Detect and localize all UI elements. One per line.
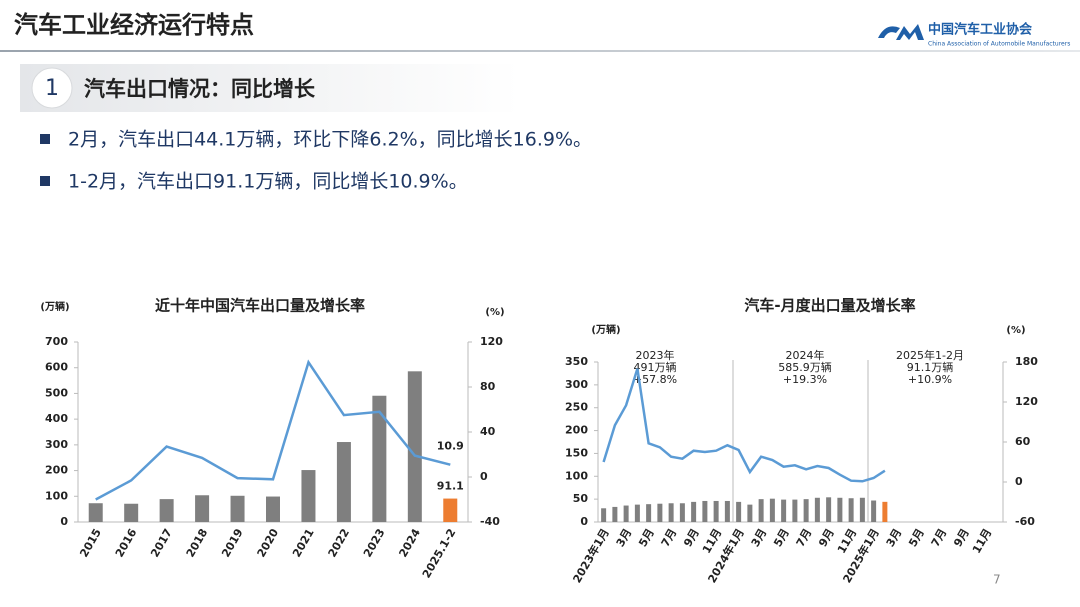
y-tick-label: 350 xyxy=(565,355,588,368)
annotation: 2024年 xyxy=(786,348,825,362)
annotation: 2023年 xyxy=(636,348,675,362)
bullet-text: 1-2月，汽车出口91.1万辆，同比增长10.9%。 xyxy=(68,171,468,193)
annotation: 91.1万辆 xyxy=(907,360,954,374)
y-tick-label: 700 xyxy=(45,335,68,348)
bar xyxy=(826,497,832,522)
annotation: 585.9万辆 xyxy=(778,360,832,374)
y-tick-label: 500 xyxy=(45,386,68,399)
bullet-text: 2月，汽车出口44.1万辆，环比下降6.2%，同比增长16.9%。 xyxy=(68,129,592,151)
section-title: 汽车出口情况：同比增长 xyxy=(84,77,316,101)
bar xyxy=(837,497,843,522)
bar xyxy=(301,470,316,522)
annotation: 2025年1-2月 xyxy=(896,348,964,362)
y-tick-label: 0 xyxy=(60,515,68,528)
bar xyxy=(646,504,652,522)
line xyxy=(602,368,886,483)
y2-tick-label: -60 xyxy=(1015,515,1035,528)
y-tick-label: 250 xyxy=(565,401,588,414)
bar xyxy=(679,503,685,522)
bar xyxy=(668,503,674,522)
y-tick-label: 0 xyxy=(580,515,588,528)
y2-tick-label: 120 xyxy=(1015,395,1038,408)
bar xyxy=(769,498,775,522)
bar xyxy=(407,371,422,522)
y2-tick-label: 80 xyxy=(480,380,496,393)
bar xyxy=(657,503,663,522)
y-tick-label: 200 xyxy=(565,424,588,437)
bar xyxy=(372,395,387,522)
logo-name: 中国汽车工业协会 xyxy=(928,22,1033,38)
y-tick-label: 300 xyxy=(45,438,68,451)
annotation: +10.9% xyxy=(908,373,952,386)
bar xyxy=(792,499,798,522)
bar xyxy=(634,504,640,522)
bar xyxy=(266,496,280,522)
bar xyxy=(88,503,103,522)
bar xyxy=(601,508,607,522)
y2-tick-label: 60 xyxy=(1015,435,1031,448)
bar xyxy=(736,501,742,522)
bar xyxy=(159,499,174,522)
bar xyxy=(443,498,458,522)
y-tick-label: 600 xyxy=(45,361,68,374)
bar xyxy=(702,500,708,522)
section-number: 1 xyxy=(45,76,59,101)
y-tick-label: 100 xyxy=(565,469,588,482)
y-tick-label: 50 xyxy=(573,492,589,505)
annotation: +57.8% xyxy=(633,373,677,386)
logo-english: China Association of Automobile Manufact… xyxy=(928,41,1070,48)
y2-tick-label: 40 xyxy=(480,425,496,438)
bar xyxy=(195,495,210,522)
y-tick-label: 200 xyxy=(45,464,68,477)
y-axis-label: (万辆) xyxy=(40,300,69,313)
y2-tick-label: 120 xyxy=(480,335,503,348)
bar xyxy=(230,495,245,522)
y-tick-label: 100 xyxy=(45,489,68,502)
logo-mark xyxy=(878,24,924,40)
y2-axis-label: (%) xyxy=(1006,325,1025,336)
bar xyxy=(814,497,820,522)
y-tick-label: 300 xyxy=(565,378,588,391)
page-number: 7 xyxy=(993,573,1001,587)
y2-tick-label: 0 xyxy=(1015,475,1023,488)
y2-tick-label: 0 xyxy=(480,470,488,483)
bar xyxy=(848,498,854,522)
bar xyxy=(871,500,877,522)
bar xyxy=(781,499,787,522)
section-badge xyxy=(31,67,73,109)
bullet-marker xyxy=(40,134,50,144)
y2-tick-label: -40 xyxy=(480,515,500,528)
section-band xyxy=(20,64,520,112)
bar xyxy=(612,506,618,522)
bullet-marker xyxy=(40,176,50,186)
bar xyxy=(623,505,629,522)
chart-title: 近十年中国汽车出口量及增长率 xyxy=(155,297,365,315)
annotation: +19.3% xyxy=(783,373,827,386)
page-title: 汽车工业经济运行特点 xyxy=(14,11,254,39)
bar xyxy=(882,501,888,522)
bar xyxy=(713,500,719,522)
bar xyxy=(691,501,697,522)
data-label: 91.1 xyxy=(437,480,464,493)
bar xyxy=(859,497,865,522)
bar xyxy=(758,499,764,522)
bar xyxy=(336,442,351,522)
y-axis-label: (万辆) xyxy=(591,323,620,336)
bar xyxy=(724,500,730,522)
bar xyxy=(124,503,139,522)
data-label: 10.9 xyxy=(437,440,464,453)
header-rule xyxy=(0,50,1080,52)
y2-axis-label: (%) xyxy=(485,307,504,318)
y2-tick-label: 180 xyxy=(1015,355,1038,368)
chart-title: 汽车-月度出口量及增长率 xyxy=(744,297,915,315)
bar xyxy=(803,499,809,522)
y-tick-label: 150 xyxy=(565,446,588,459)
bar xyxy=(747,504,753,522)
line xyxy=(95,359,451,501)
y-tick-label: 400 xyxy=(45,412,68,425)
annotation: 491万辆 xyxy=(634,360,677,374)
